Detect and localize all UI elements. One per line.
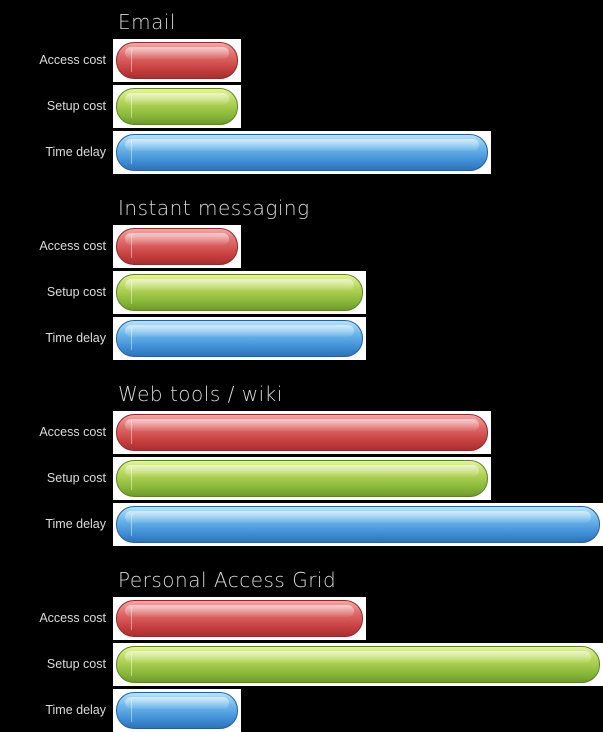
bar bbox=[113, 457, 491, 500]
bar-label: Setup cost bbox=[46, 471, 106, 485]
bar bbox=[113, 39, 241, 82]
bar-label: Setup cost bbox=[46, 657, 106, 671]
bar bbox=[113, 411, 491, 454]
bar-fill bbox=[116, 692, 238, 729]
bar-fill bbox=[116, 134, 488, 171]
bar-label: Setup cost bbox=[46, 99, 106, 113]
bar-label: Time delay bbox=[45, 703, 106, 717]
bar-label: Time delay bbox=[45, 331, 106, 345]
bar-label: Setup cost bbox=[46, 285, 106, 299]
bar-label: Access cost bbox=[39, 239, 106, 253]
bar bbox=[113, 131, 491, 174]
group-title: Instant messaging bbox=[118, 196, 310, 220]
group-title: Email bbox=[118, 10, 176, 34]
bar bbox=[113, 643, 603, 686]
bar-label: Access cost bbox=[39, 53, 106, 67]
bar-label: Time delay bbox=[45, 145, 106, 159]
bar-fill bbox=[116, 414, 488, 451]
bar-fill bbox=[116, 460, 488, 497]
bar bbox=[113, 597, 366, 640]
bar-fill bbox=[116, 646, 600, 683]
bar-label: Access cost bbox=[39, 425, 106, 439]
bar bbox=[113, 689, 241, 732]
group-title: Personal Access Grid bbox=[118, 568, 337, 592]
bar-fill bbox=[116, 600, 363, 637]
bar bbox=[113, 225, 241, 268]
bar bbox=[113, 503, 603, 546]
bar bbox=[113, 271, 366, 314]
bar bbox=[113, 85, 241, 128]
group-title: Web tools / wiki bbox=[118, 382, 283, 406]
bar bbox=[113, 317, 366, 360]
bar-fill bbox=[116, 274, 363, 311]
bar-fill bbox=[116, 42, 238, 79]
bar-fill bbox=[116, 88, 238, 125]
bar-fill bbox=[116, 228, 238, 265]
bar-fill bbox=[116, 320, 363, 357]
bar-label: Access cost bbox=[39, 611, 106, 625]
bar-fill bbox=[116, 506, 600, 543]
bar-label: Time delay bbox=[45, 517, 106, 531]
